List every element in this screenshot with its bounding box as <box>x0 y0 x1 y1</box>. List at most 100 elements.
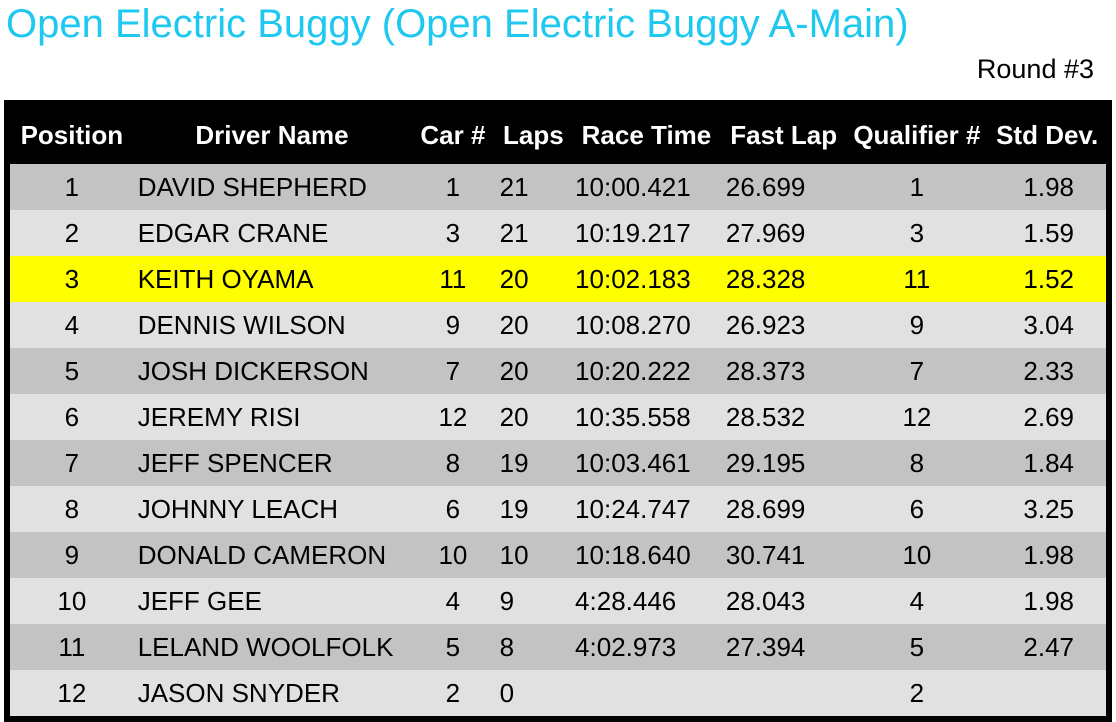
table-cell: 1 <box>445 171 461 202</box>
result-row: 10 JEFF GEE 4 9 4:28.446 28.043 4 1.98 <box>7 578 1109 624</box>
table-cell: 10:03.461 <box>575 447 691 478</box>
column-header: Std Dev. <box>988 103 1109 164</box>
table-cell: 19 <box>499 493 529 524</box>
table-cell: 10:35.558 <box>575 401 691 432</box>
column-header: Position <box>7 103 134 164</box>
table-cell: 2 <box>909 677 925 708</box>
table-cell: JEREMY RISI <box>137 401 301 432</box>
table-cell: 5 <box>909 631 925 662</box>
table-cell: DAVID SHEPHERD <box>137 171 367 202</box>
column-header: Car # <box>410 103 496 164</box>
table-cell: 10:08.270 <box>575 309 691 340</box>
result-row: 4 DENNIS WILSON 9 20 10:08.270 26.923 9 3.04 <box>7 302 1109 348</box>
table-cell: 1.59 <box>1023 217 1074 248</box>
table-cell: 7 <box>909 355 925 386</box>
table-cell: 12 <box>902 401 932 432</box>
table-cell: JEFF GEE <box>137 585 262 616</box>
table-cell: DENNIS WILSON <box>137 309 346 340</box>
table-cell: 28.532 <box>725 401 806 432</box>
column-header: Race Time <box>571 103 722 164</box>
table-cell: 0 <box>499 677 515 708</box>
result-row: 7 JEFF SPENCER 8 19 10:03.461 29.195 8 1.84 <box>7 440 1109 486</box>
table-cell: 20 <box>499 309 529 340</box>
table-cell: 5 <box>445 631 461 662</box>
table-cell: 19 <box>499 447 529 478</box>
result-row: 3 KEITH OYAMA 11 20 10:02.183 28.328 11 1.52 <box>7 256 1109 302</box>
table-cell: 3 <box>445 217 461 248</box>
table-cell: 10 <box>57 585 87 616</box>
table-cell: 10:18.640 <box>575 539 691 570</box>
table-cell: 3 <box>909 217 925 248</box>
page-title: Open Electric Buggy (Open Electric Buggy… <box>6 2 909 46</box>
table-body: 1 DAVID SHEPHERD 1 21 10:00.421 26.699 1 1.98 2 E… <box>7 164 1109 719</box>
table-cell: 10 <box>499 539 529 570</box>
table-cell: 28.699 <box>725 493 806 524</box>
table-cell: 9 <box>445 309 461 340</box>
table-cell: 10:00.421 <box>575 171 691 202</box>
table-cell: 10 <box>902 539 932 570</box>
table-cell: KEITH OYAMA <box>137 263 314 294</box>
table-cell: 1 <box>64 171 80 202</box>
table-cell: 29.195 <box>725 447 806 478</box>
table-cell: 10 <box>438 539 468 570</box>
table-cell: 1.98 <box>1023 171 1074 202</box>
table-cell: 21 <box>499 217 529 248</box>
table-cell: 30.741 <box>725 539 806 570</box>
results-table: Position Driver Name Car # Laps Race Time Fas… <box>4 100 1112 722</box>
table-cell: 3.25 <box>1023 493 1074 524</box>
table-cell: 2.47 <box>1023 631 1074 662</box>
table-cell: 28.328 <box>725 263 806 294</box>
table-cell <box>722 670 846 719</box>
table-cell: 28.373 <box>725 355 806 386</box>
result-row: 5 JOSH DICKERSON 7 20 10:20.222 28.373 7 2.33 <box>7 348 1109 394</box>
table-cell: 11 <box>439 263 467 294</box>
table-cell: 11 <box>58 631 86 662</box>
table-cell: 12 <box>438 401 468 432</box>
table-cell: DONALD CAMERON <box>137 539 387 570</box>
table-cell: 20 <box>499 401 529 432</box>
table-cell: 2.69 <box>1023 401 1074 432</box>
table-cell: 3 <box>64 263 80 294</box>
table-cell: 10:02.183 <box>575 263 691 294</box>
table-cell: 4 <box>909 585 925 616</box>
table-cell: 21 <box>499 171 529 202</box>
table-cell: 8 <box>64 493 80 524</box>
table-cell: JOHNNY LEACH <box>137 493 339 524</box>
result-row: 1 DAVID SHEPHERD 1 21 10:00.421 26.699 1 1.98 <box>7 164 1109 210</box>
table-cell: JOSH DICKERSON <box>137 355 369 386</box>
table-cell: 10:19.217 <box>575 217 691 248</box>
table-cell: 7 <box>445 355 461 386</box>
table-cell: 1.98 <box>1023 585 1074 616</box>
table-cell: 28.043 <box>725 585 806 616</box>
table-cell: 9 <box>909 309 925 340</box>
table-cell: 1.98 <box>1023 539 1074 570</box>
table-cell: 9 <box>499 585 515 616</box>
table-cell: 27.394 <box>725 631 806 662</box>
result-row: 2 EDGAR CRANE 3 21 10:19.217 27.969 3 1.59 <box>7 210 1109 256</box>
table-cell <box>571 670 722 719</box>
table-cell: 27.969 <box>725 217 806 248</box>
column-header: Driver Name <box>133 103 411 164</box>
table-cell: 11 <box>903 263 931 294</box>
table-cell: 2.33 <box>1023 355 1074 386</box>
table-cell: 7 <box>64 447 80 478</box>
table-cell: 6 <box>909 493 925 524</box>
table-cell: 5 <box>64 355 80 386</box>
table-cell <box>988 670 1109 719</box>
table-cell: 26.699 <box>725 171 806 202</box>
result-row: 8 JOHNNY LEACH 6 19 10:24.747 28.699 6 3.25 <box>7 486 1109 532</box>
table-cell: 4 <box>64 309 80 340</box>
table-cell: 1.84 <box>1023 447 1074 478</box>
table-cell: 1.52 <box>1023 263 1074 294</box>
table-cell: 8 <box>499 631 515 662</box>
round-label: Round #3 <box>976 54 1094 84</box>
table-cell: 2 <box>64 217 80 248</box>
column-header: Qualifier # <box>845 103 989 164</box>
result-row: 11 LELAND WOOLFOLK 5 8 4:02.973 27.394 5 2.47 <box>7 624 1109 670</box>
table-cell: 4:02.973 <box>575 631 677 662</box>
table-cell: JASON SNYDER <box>137 677 340 708</box>
table-cell: 10:20.222 <box>575 355 691 386</box>
table-cell: 6 <box>445 493 461 524</box>
table-cell: 2 <box>445 677 461 708</box>
table-cell: 4:28.446 <box>575 585 677 616</box>
